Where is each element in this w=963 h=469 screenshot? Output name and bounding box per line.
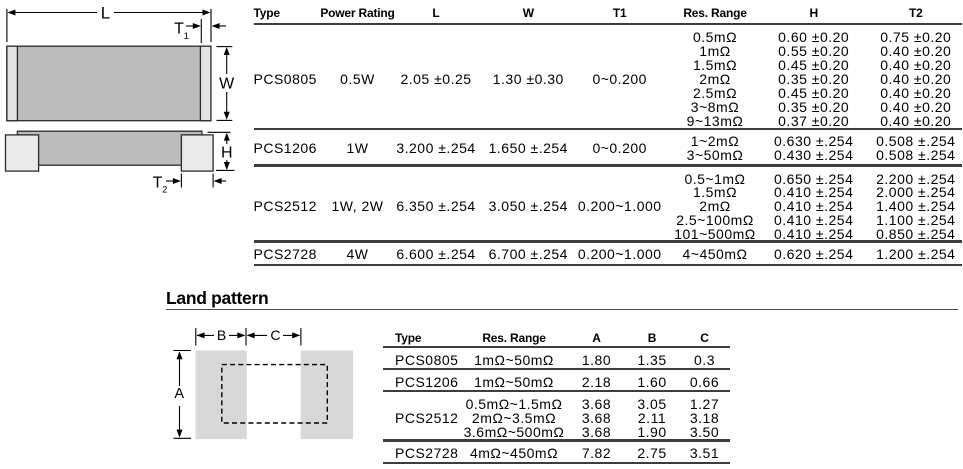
svg-text:T: T xyxy=(174,21,184,38)
svg-text:T: T xyxy=(153,174,163,191)
svg-text:B: B xyxy=(217,327,226,343)
svg-text:H: H xyxy=(221,145,233,162)
svg-text:A: A xyxy=(174,386,184,402)
svg-text:2: 2 xyxy=(162,185,167,196)
svg-text:C: C xyxy=(270,327,280,343)
svg-text:W: W xyxy=(219,76,235,93)
svg-text:L: L xyxy=(101,4,110,23)
svg-text:1: 1 xyxy=(184,31,189,42)
